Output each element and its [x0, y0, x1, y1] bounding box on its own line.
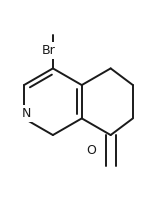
Text: N: N [22, 107, 31, 120]
Text: Br: Br [41, 44, 55, 57]
Text: O: O [87, 144, 96, 157]
